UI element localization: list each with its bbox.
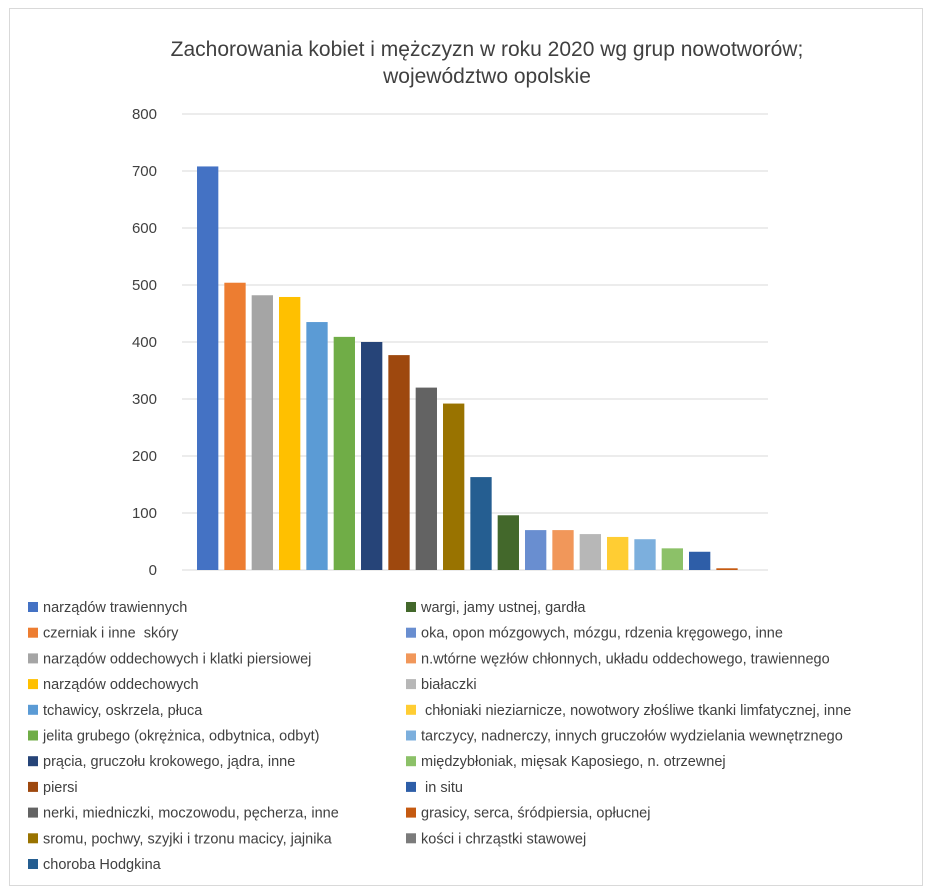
legend-label: oka, opon mózgowych, mózgu, rdzenia kręg… [421, 626, 783, 642]
bar [279, 296, 301, 570]
bars [197, 166, 738, 570]
bar [525, 530, 547, 570]
legend-swatch [28, 756, 38, 767]
bar [333, 336, 355, 570]
bar [224, 282, 246, 570]
bar [579, 534, 601, 570]
legend-label: narządów oddechowych [43, 677, 199, 693]
chart-title-line-1: Zachorowania kobiet i mężczyzn w roku 20… [171, 38, 804, 61]
legend-label: chłoniaki nieziarnicze, nowotwory złośli… [421, 703, 851, 719]
y-tick-label: 500 [132, 277, 157, 294]
bar-chart: Zachorowania kobiet i mężczyzn w roku 20… [28, 38, 851, 873]
legend-swatch [28, 627, 38, 638]
legend-label: czerniak i inne skóry [43, 626, 179, 642]
legend-label: narządów oddechowych i klatki piersiowej [43, 651, 311, 667]
legend-swatch [406, 653, 416, 664]
legend-swatch [28, 730, 38, 741]
legend-label: sromu, pochwy, szyjki i trzonu macicy, j… [43, 831, 333, 847]
legend-swatch [28, 807, 38, 818]
y-tick-label: 800 [132, 106, 157, 123]
legend-swatch [406, 730, 416, 741]
bar [197, 166, 219, 570]
bar [443, 403, 465, 570]
y-tick-label: 400 [132, 334, 157, 351]
legend-label: kości i chrząstki stawowej [421, 831, 586, 847]
legend-label: międzybłoniak, mięsak Kaposiego, n. otrz… [421, 754, 726, 770]
bar [716, 568, 738, 570]
bar [415, 387, 437, 570]
chart-title-line-2: województwo opolskie [382, 65, 591, 88]
legend-swatch [28, 653, 38, 664]
legend-swatch [406, 627, 416, 638]
legend-swatch [406, 679, 416, 690]
y-tick-label: 100 [132, 505, 157, 522]
legend-swatch [406, 704, 416, 715]
bar [361, 342, 383, 570]
legend-swatch [28, 679, 38, 690]
legend-label: in situ [421, 780, 463, 796]
legend-swatch [406, 807, 416, 818]
legend-swatch [406, 756, 416, 767]
legend-swatch [406, 833, 416, 844]
legend-label: prącia, gruczołu krokowego, jądra, inne [43, 754, 295, 770]
bar [251, 295, 273, 570]
legend-label: choroba Hodgkina [43, 857, 162, 873]
legend-label: jelita grubego (okrężnica, odbytnica, od… [42, 729, 319, 745]
legend-swatch [406, 602, 416, 612]
legend-swatch [28, 833, 38, 844]
y-axis-tick-labels: 0 100 200 300 400 500 600 700 800 [132, 106, 157, 579]
legend-label: nerki, miedniczki, moczowodu, pęcherza, … [43, 806, 339, 822]
legend: narządów trawiennych czerniak i inne skór… [28, 600, 851, 873]
legend-label: n.wtórne węzłów chłonnych, układu oddech… [421, 651, 830, 667]
legend-label: grasicy, serca, śródpiersia, opłucnej [421, 806, 650, 822]
bar [634, 539, 656, 570]
bar [306, 322, 328, 570]
bar [552, 530, 574, 570]
bar [661, 548, 683, 570]
y-tick-label: 600 [132, 220, 157, 237]
legend-label: białaczki [421, 677, 477, 693]
bar [470, 477, 492, 570]
bar [607, 536, 629, 570]
y-tick-label: 700 [132, 163, 157, 180]
legend-label: narządów trawiennych [43, 600, 187, 616]
legend-swatch [28, 602, 38, 612]
legend-label: wargi, jamy ustnej, gardła [420, 600, 586, 616]
chart-area: Zachorowania kobiet i mężczyzn w roku 20… [9, 8, 923, 886]
legend-label: piersi [43, 780, 78, 796]
bar [689, 551, 711, 570]
bar [497, 515, 519, 570]
legend-label: tarczycy, nadnerczy, innych gruczołów wy… [421, 729, 843, 745]
legend-swatch [406, 781, 416, 792]
legend-swatch [28, 859, 38, 869]
legend-swatch [28, 704, 38, 715]
y-tick-label: 300 [132, 391, 157, 408]
y-tick-label: 0 [149, 562, 157, 579]
bar [388, 355, 410, 570]
legend-swatch [28, 781, 38, 792]
y-tick-label: 200 [132, 448, 157, 465]
legend-label: tchawicy, oskrzela, płuca [43, 703, 203, 719]
